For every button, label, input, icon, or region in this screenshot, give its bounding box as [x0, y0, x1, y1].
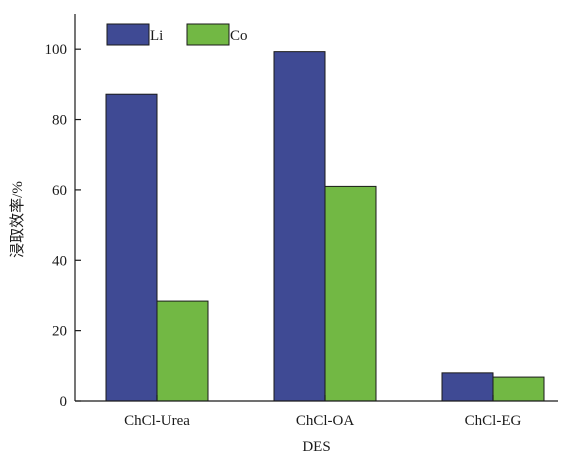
y-tick-label: 60: [52, 183, 67, 199]
bar-co-chcl-eg: [492, 376, 545, 402]
bar-co-chcl-urea: [156, 300, 209, 402]
x-category-label: ChCl-OA: [296, 413, 355, 429]
x-category-label: ChCl-EG: [465, 413, 522, 429]
y-tick-label: 0: [60, 394, 68, 410]
y-tick-label: 40: [52, 253, 67, 269]
bar-li-chcl-oa: [273, 51, 326, 402]
legend-label-co: Co: [230, 28, 248, 44]
y-axis-ticks: 0 20 40 60 80 100: [45, 42, 81, 410]
legend-swatch-li: [106, 23, 150, 46]
y-axis-title: 浸取效率/%: [9, 181, 26, 258]
bar-li-chcl-eg: [441, 372, 494, 402]
bar-co-chcl-oa: [324, 185, 377, 402]
legend: Li Co: [106, 23, 248, 46]
x-category-label: ChCl-Urea: [124, 413, 190, 429]
bars: [105, 51, 545, 402]
y-tick-label: 100: [45, 42, 68, 58]
legend-swatch-co: [186, 23, 230, 46]
y-tick-label: 20: [52, 324, 67, 340]
bar-li-chcl-urea: [105, 93, 158, 402]
x-axis-title: DES: [302, 439, 330, 455]
legend-label-li: Li: [150, 28, 163, 44]
x-axis-category-labels: ChCl-Urea ChCl-OA ChCl-EG: [124, 395, 521, 429]
y-tick-label: 80: [52, 113, 67, 129]
